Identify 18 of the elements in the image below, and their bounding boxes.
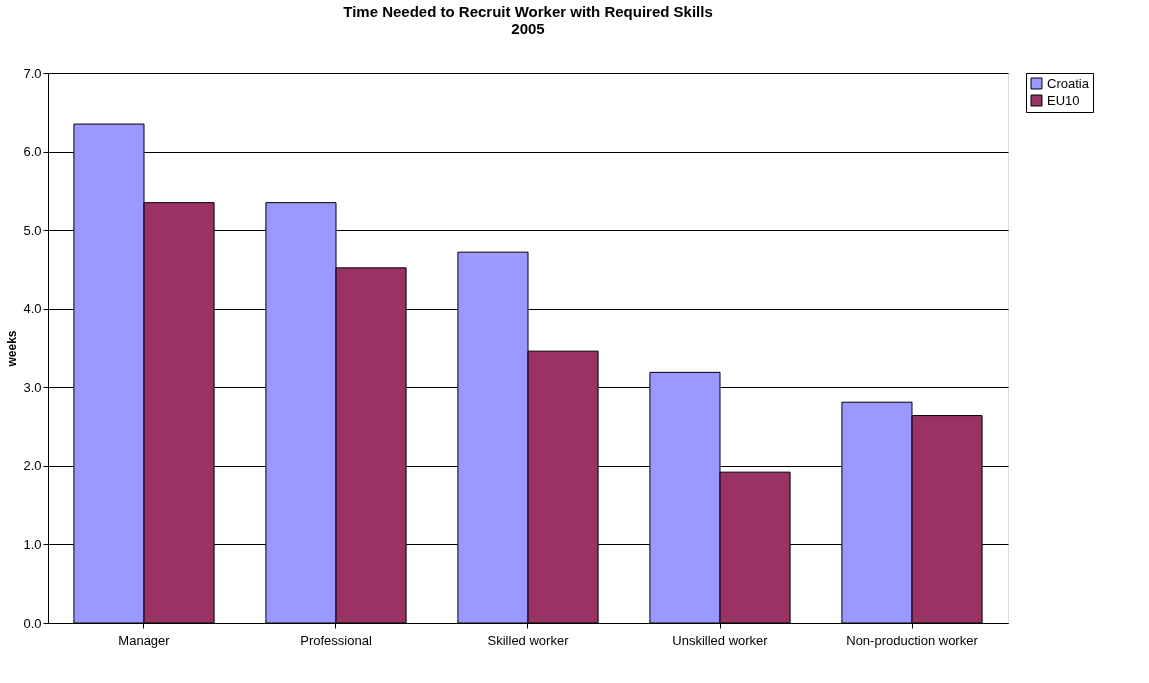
x-tick-label: Skilled worker <box>487 632 570 648</box>
legend-label: EU10 <box>1047 92 1080 108</box>
y-tick-label: 0.0 <box>23 615 42 631</box>
y-tick-label: 4.0 <box>23 301 42 317</box>
y-axis-title: weeks <box>5 330 20 368</box>
x-tick-label: Professional <box>300 632 372 648</box>
y-tick-label: 2.0 <box>23 458 42 474</box>
y-tick-label: 5.0 <box>23 222 42 238</box>
chart-title: Time Needed to Recruit Worker with Required Skills <box>343 3 713 20</box>
y-tick-label: 7.0 <box>23 65 42 81</box>
y-tick-label: 6.0 <box>23 144 42 160</box>
y-tick-label: 3.0 <box>23 379 42 395</box>
chart-subtitle: 2005 <box>511 20 545 37</box>
x-tick-label: Unskilled worker <box>672 632 769 648</box>
legend-label: Croatia <box>1047 75 1090 91</box>
x-tick-label: Non-production worker <box>846 632 979 648</box>
x-tick-label: Manager <box>118 632 171 648</box>
y-tick-label: 1.0 <box>23 536 42 552</box>
